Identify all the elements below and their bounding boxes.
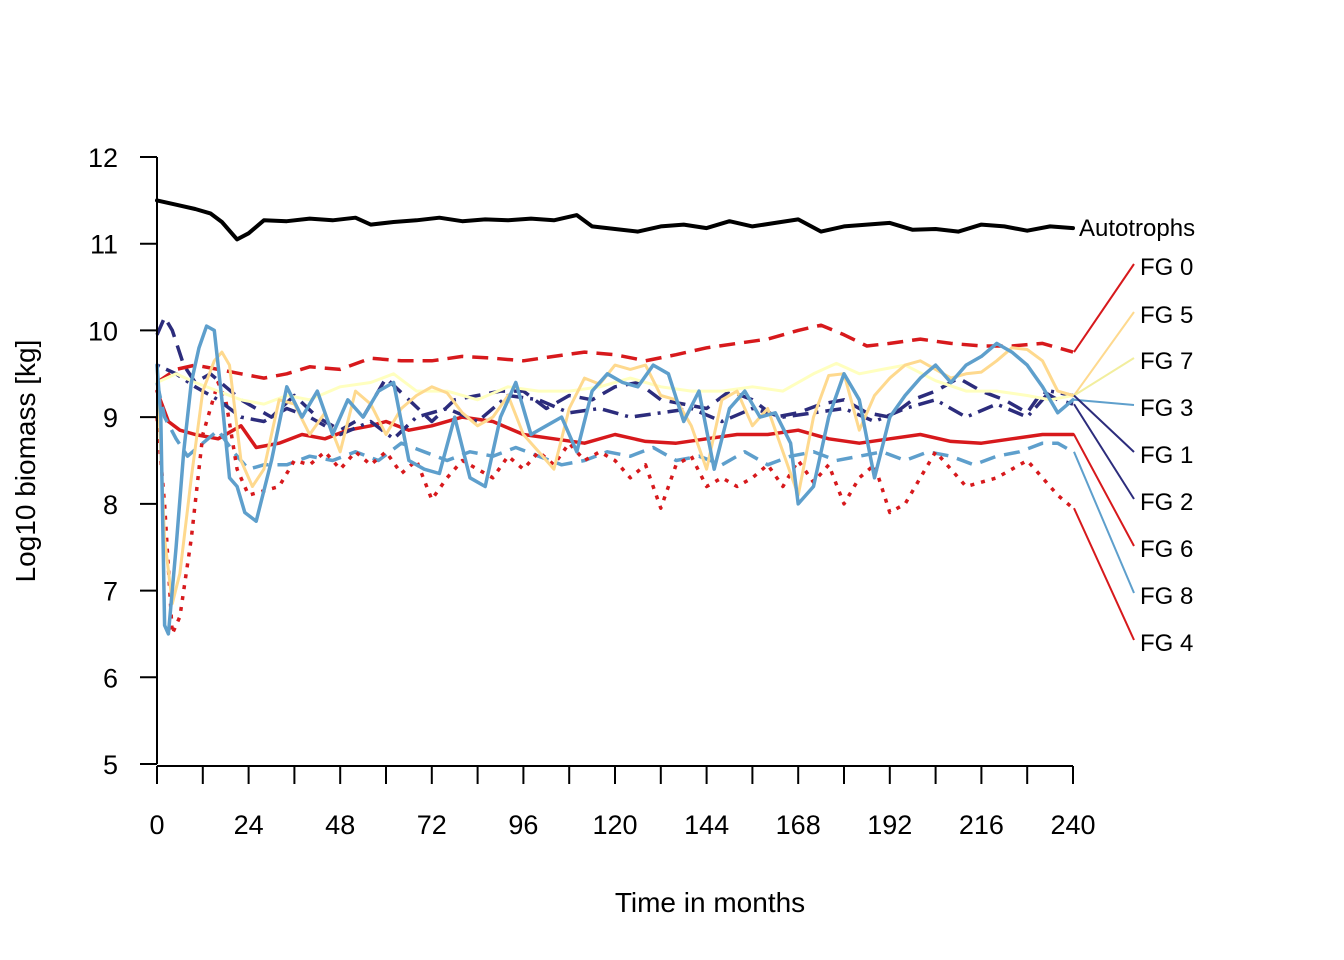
y-tick-label: 10 — [88, 316, 118, 346]
series-labels-layer: Autotrophs FG 0 FG 5 FG 7 FG 3 FG 1 FG 2 FG 6 FG… — [1073, 215, 1195, 657]
series-line-fg-5 — [155, 346, 1075, 606]
series-label-autotrophs: Autotrophs — [1079, 215, 1195, 242]
series-line-fg-2 — [155, 315, 1074, 432]
series-line-fg-8 — [155, 382, 1074, 471]
series-leader-line — [1073, 394, 1135, 453]
series-leader-line — [1073, 403, 1135, 500]
x-tick-label: 240 — [1050, 810, 1095, 840]
series-line-fg-3 — [155, 324, 1075, 636]
x-tick-label: 72 — [417, 810, 447, 840]
series-line-fg-6 — [155, 389, 1075, 450]
x-tick-label: 96 — [508, 810, 538, 840]
x-tick-label: 216 — [959, 810, 1004, 840]
series-leader-line — [1073, 507, 1135, 641]
series-line-fg-0 — [156, 323, 1074, 384]
x-tick-label: 0 — [149, 810, 164, 840]
series-leader-line — [1073, 398, 1135, 406]
y-tick-label: 12 — [88, 143, 118, 173]
series-label-fg-7: FG 7 — [1140, 348, 1193, 375]
x-tick-label: 120 — [592, 810, 637, 840]
series-leader-line — [1073, 357, 1135, 397]
y-tick-label: 5 — [103, 750, 118, 780]
x-tick-label: 192 — [867, 810, 912, 840]
series-label-fg-4: FG 4 — [1140, 630, 1193, 657]
series-line-fg-1 — [156, 363, 1074, 441]
series-leader-line — [1073, 434, 1135, 547]
series-layer — [155, 198, 1075, 636]
series-leader-line — [1073, 451, 1135, 594]
y-tick-label: 6 — [103, 663, 118, 693]
y-tick-label: 7 — [103, 577, 118, 607]
series-label-fg-2: FG 2 — [1140, 489, 1193, 516]
series-leader-line — [1073, 263, 1135, 353]
x-tick-label: 168 — [776, 810, 821, 840]
series-label-fg-1: FG 1 — [1140, 442, 1193, 469]
series-label-fg-3: FG 3 — [1140, 395, 1193, 422]
series-label-fg-8: FG 8 — [1140, 583, 1193, 610]
series-label-fg-0: FG 0 — [1140, 254, 1193, 281]
series-label-fg-5: FG 5 — [1140, 302, 1193, 329]
y-tick-label: 11 — [90, 230, 118, 260]
y-tick-label: 9 — [103, 403, 118, 433]
series-line-autotrophs — [155, 198, 1075, 242]
x-axis-title: Time in months — [615, 887, 805, 918]
series-label-fg-6: FG 6 — [1140, 536, 1193, 563]
axes-layer: 0 24 48 72 96 120 144 168 192 216 240 5 6 7 8 9 10 11 12 — [88, 143, 1096, 840]
series-leader-line — [1073, 311, 1135, 397]
x-tick-label: 48 — [325, 810, 355, 840]
x-tick-label: 144 — [684, 810, 729, 840]
x-tick-label: 24 — [234, 810, 264, 840]
y-axis-title: Log10 biomass [kg] — [10, 340, 41, 583]
y-tick-label: 8 — [103, 490, 118, 520]
series-line-fg-4 — [155, 380, 1075, 636]
